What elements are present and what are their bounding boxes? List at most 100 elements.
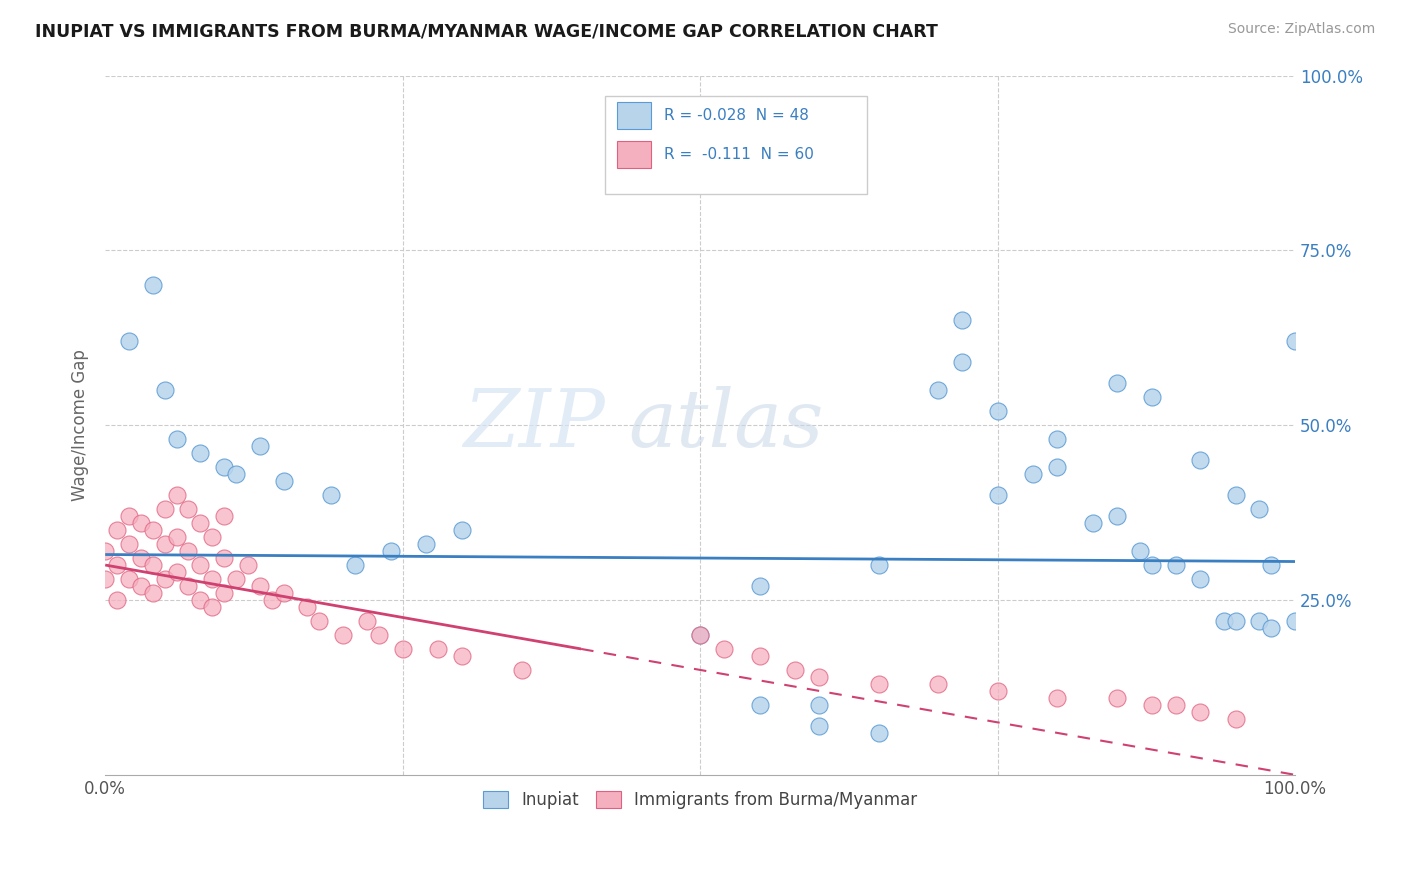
Point [1105, 376, 1128, 391]
Point [177, 502, 200, 516]
Point [105, 593, 128, 607]
Point [427, 642, 450, 657]
Point [748, 579, 770, 593]
FancyBboxPatch shape [605, 96, 866, 194]
Point [142, 523, 165, 537]
Text: R = -0.028  N = 48: R = -0.028 N = 48 [665, 108, 810, 123]
Point [190, 446, 212, 460]
Text: R =  -0.111  N = 60: R = -0.111 N = 60 [665, 146, 814, 161]
Point [451, 648, 474, 663]
Point [380, 544, 402, 558]
Point [1022, 467, 1045, 482]
Point [950, 313, 973, 327]
Point [118, 537, 141, 551]
Point [94, 544, 117, 558]
Text: ZIP: ZIP [463, 386, 605, 464]
Text: atlas: atlas [628, 386, 824, 464]
Point [166, 565, 188, 579]
Point [249, 579, 271, 593]
Point [1105, 690, 1128, 705]
Point [1081, 516, 1104, 530]
Point [177, 579, 200, 593]
Point [748, 698, 770, 712]
Point [1105, 509, 1128, 524]
Text: Source: ZipAtlas.com: Source: ZipAtlas.com [1227, 22, 1375, 37]
Point [166, 530, 188, 544]
Point [1249, 614, 1271, 628]
Point [808, 719, 831, 733]
Point [1260, 621, 1282, 635]
Point [356, 614, 378, 628]
Point [868, 726, 890, 740]
Point [129, 551, 152, 566]
Point [118, 334, 141, 349]
Point [142, 278, 165, 293]
Point [201, 599, 224, 614]
Point [153, 502, 176, 516]
Point [166, 488, 188, 502]
Point [297, 599, 319, 614]
Point [166, 432, 188, 446]
Point [510, 663, 533, 677]
Point [212, 551, 235, 566]
Point [249, 439, 271, 453]
Point [1129, 544, 1152, 558]
Point [1260, 558, 1282, 572]
Point [1284, 334, 1306, 349]
Point [1284, 614, 1306, 628]
Point [1046, 690, 1069, 705]
Point [689, 628, 711, 642]
Point [391, 642, 413, 657]
Point [1225, 614, 1247, 628]
Point [868, 677, 890, 691]
Point [153, 537, 176, 551]
Point [105, 523, 128, 537]
Point [105, 558, 128, 572]
Point [1142, 698, 1164, 712]
Point [129, 579, 152, 593]
Point [118, 509, 141, 524]
Point [308, 614, 330, 628]
Point [118, 572, 141, 586]
Point [273, 586, 295, 600]
Point [94, 572, 117, 586]
FancyBboxPatch shape [617, 102, 651, 129]
Point [808, 670, 831, 684]
Point [332, 628, 354, 642]
Point [153, 572, 176, 586]
Point [129, 516, 152, 530]
Point [153, 383, 176, 397]
Point [273, 474, 295, 488]
Point [260, 593, 283, 607]
Point [1225, 488, 1247, 502]
Point [190, 593, 212, 607]
Point [1188, 453, 1211, 467]
Point [987, 684, 1010, 698]
Y-axis label: Wage/Income Gap: Wage/Income Gap [72, 350, 89, 501]
Point [689, 160, 711, 174]
Point [1249, 502, 1271, 516]
Point [927, 677, 949, 691]
Point [212, 509, 235, 524]
Point [987, 404, 1010, 418]
Point [748, 648, 770, 663]
FancyBboxPatch shape [617, 141, 651, 168]
Point [1188, 572, 1211, 586]
Point [1164, 558, 1187, 572]
Point [1142, 558, 1164, 572]
Point [225, 467, 247, 482]
Point [1212, 614, 1234, 628]
Point [785, 663, 807, 677]
Point [1188, 705, 1211, 719]
Point [808, 698, 831, 712]
Point [177, 544, 200, 558]
Point [236, 558, 259, 572]
Point [1225, 712, 1247, 726]
Point [344, 558, 367, 572]
Point [1046, 432, 1069, 446]
Point [1142, 390, 1164, 404]
Legend: Inupiat, Immigrants from Burma/Myanmar: Inupiat, Immigrants from Burma/Myanmar [477, 784, 924, 815]
Point [415, 537, 437, 551]
Point [201, 530, 224, 544]
Point [142, 586, 165, 600]
